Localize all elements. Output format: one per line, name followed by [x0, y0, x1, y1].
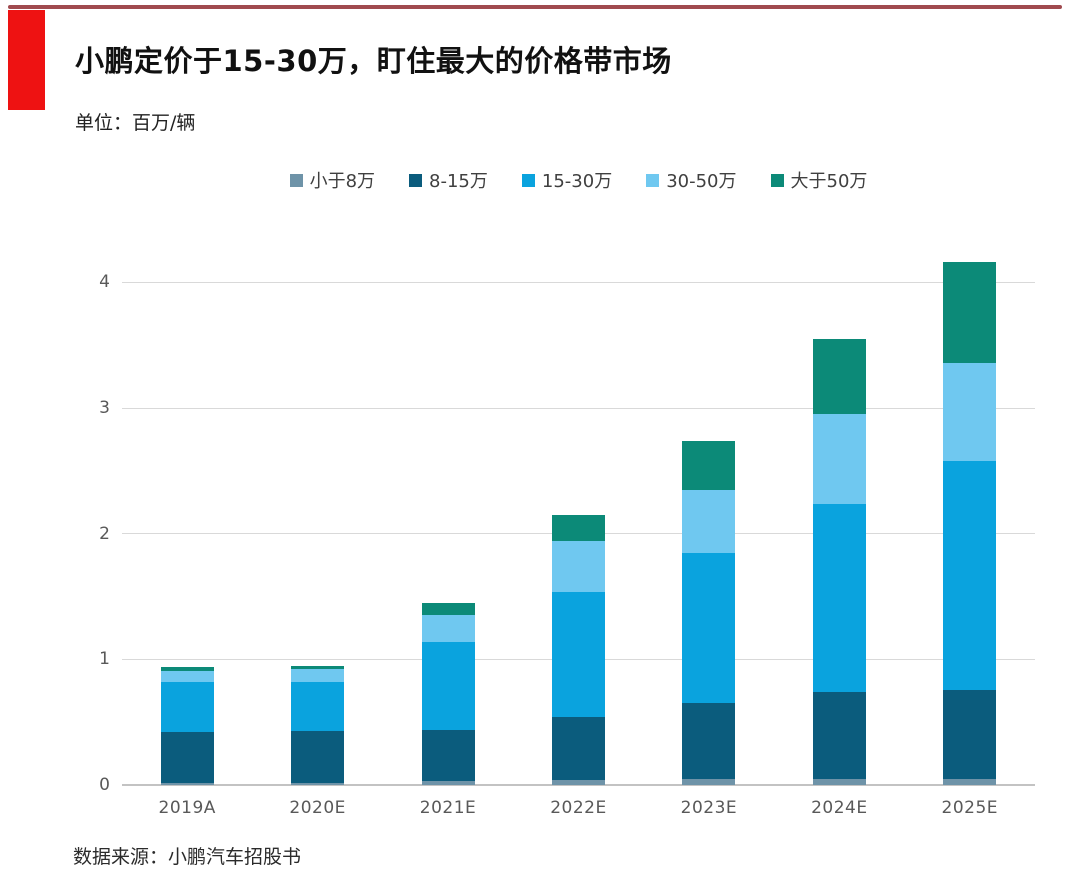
legend-swatch-icon: [409, 173, 423, 187]
bar-segment-2024E-15-30万: [812, 503, 866, 693]
bar-segment-2025E-大于50万: [943, 262, 997, 363]
legend-swatch-icon: [770, 173, 784, 187]
data-source: 数据来源：小鹏汽车招股书: [73, 846, 302, 868]
bar-segment-2022E-小于8万: [552, 779, 605, 785]
x-axis-label: 2022E: [550, 798, 607, 818]
bar-segment-2024E-小于8万: [812, 778, 866, 785]
bar-segment-2020E-8-15万: [291, 731, 345, 783]
bar-segment-2021E-大于50万: [421, 602, 475, 616]
bar-segment-2023E-小于8万: [682, 778, 736, 785]
gridline: [122, 407, 1035, 409]
gridline: [122, 281, 1035, 283]
bar-segment-2021E-30-50万: [421, 615, 475, 642]
x-axis-label: 2023E: [680, 798, 738, 818]
bar-segment-2023E-大于50万: [682, 440, 736, 490]
unit-label: 单位：百万/辆: [75, 112, 196, 134]
x-axis-label: 2021E: [419, 798, 477, 818]
y-axis-tick: 0: [99, 775, 110, 795]
y-axis-tick: 2: [99, 523, 110, 544]
bar-segment-2025E-15-30万: [943, 460, 997, 690]
bar-segment-2020E-小于8万: [291, 782, 345, 785]
x-axis-line: [122, 784, 1035, 786]
y-axis-tick: 3: [99, 398, 110, 419]
bar-segment-2019A-15-30万: [160, 682, 214, 733]
legend-swatch-icon: [289, 173, 303, 187]
legend-label: 小于8万: [309, 171, 376, 192]
bar-2020E: [291, 665, 345, 785]
bar-segment-2022E-30-50万: [552, 541, 605, 592]
legend-item-2: 15-30万: [521, 167, 613, 193]
page-title: 小鹏定价于15-30万，盯住最大的价格带市场: [75, 44, 672, 78]
legend-label: 15-30万: [541, 171, 613, 192]
x-axis-label: 2025E: [941, 798, 999, 818]
bar-segment-2024E-大于50万: [812, 339, 866, 415]
legend-swatch-icon: [646, 173, 660, 187]
bar-segment-2025E-8-15万: [943, 689, 997, 779]
bar-segment-2019A-大于50万: [160, 666, 214, 671]
bar-2024E: [812, 339, 866, 785]
bar-2019A: [160, 666, 214, 785]
legend-item-0: 小于8万: [289, 167, 376, 193]
red-accent-block: [8, 10, 45, 110]
bar-segment-2023E-15-30万: [682, 552, 736, 704]
x-axis-label: 2020E: [289, 798, 346, 818]
bar-segment-2025E-小于8万: [943, 778, 997, 785]
y-axis-tick: 1: [99, 649, 110, 670]
bar-segment-2019A-8-15万: [160, 732, 214, 783]
bar-2023E: [682, 440, 736, 785]
bar-segment-2022E-8-15万: [552, 717, 605, 780]
x-axis-label: 2024E: [811, 798, 868, 818]
legend-item-1: 8-15万: [409, 167, 488, 193]
bar-segment-2019A-30-50万: [160, 670, 214, 682]
bar-segment-2021E-15-30万: [421, 641, 475, 730]
chart-legend: 小于8万 8-15万 15-30万 30-50万 大于50万: [122, 167, 1035, 193]
bar-segment-2019A-小于8万: [160, 782, 214, 785]
bar-2025E: [943, 262, 997, 785]
bar-segment-2020E-大于50万: [291, 665, 345, 670]
bar-segment-2021E-小于8万: [421, 781, 475, 785]
x-axis-label: 2019A: [158, 798, 216, 818]
legend-item-4: 大于50万: [770, 167, 868, 193]
bar-2022E: [552, 514, 605, 785]
legend-label: 30-50万: [666, 171, 737, 192]
bar-segment-2022E-大于50万: [552, 514, 605, 542]
bar-segment-2024E-8-15万: [812, 692, 866, 779]
legend-swatch-icon: [521, 173, 535, 187]
bar-segment-2020E-15-30万: [291, 682, 345, 731]
bar-segment-2025E-30-50万: [943, 362, 997, 461]
legend-item-3: 30-50万: [646, 167, 737, 193]
bar-2021E: [421, 602, 475, 785]
bar-segment-2020E-30-50万: [291, 669, 345, 683]
bar-segment-2022E-15-30万: [552, 591, 605, 718]
bar-segment-2023E-8-15万: [682, 703, 736, 779]
legend-label: 大于50万: [790, 171, 868, 192]
top-accent-line: [8, 5, 1062, 9]
bar-segment-2021E-8-15万: [421, 729, 475, 782]
legend-label: 8-15万: [429, 171, 488, 192]
bar-segment-2023E-30-50万: [682, 489, 736, 553]
y-axis-tick: 4: [99, 272, 110, 293]
bar-segment-2024E-30-50万: [812, 414, 866, 504]
stacked-bar-chart: 0 1 2 3 4 2019A 2020E 2021E 2022E 2023E 2024E 2025E: [99, 241, 1035, 818]
